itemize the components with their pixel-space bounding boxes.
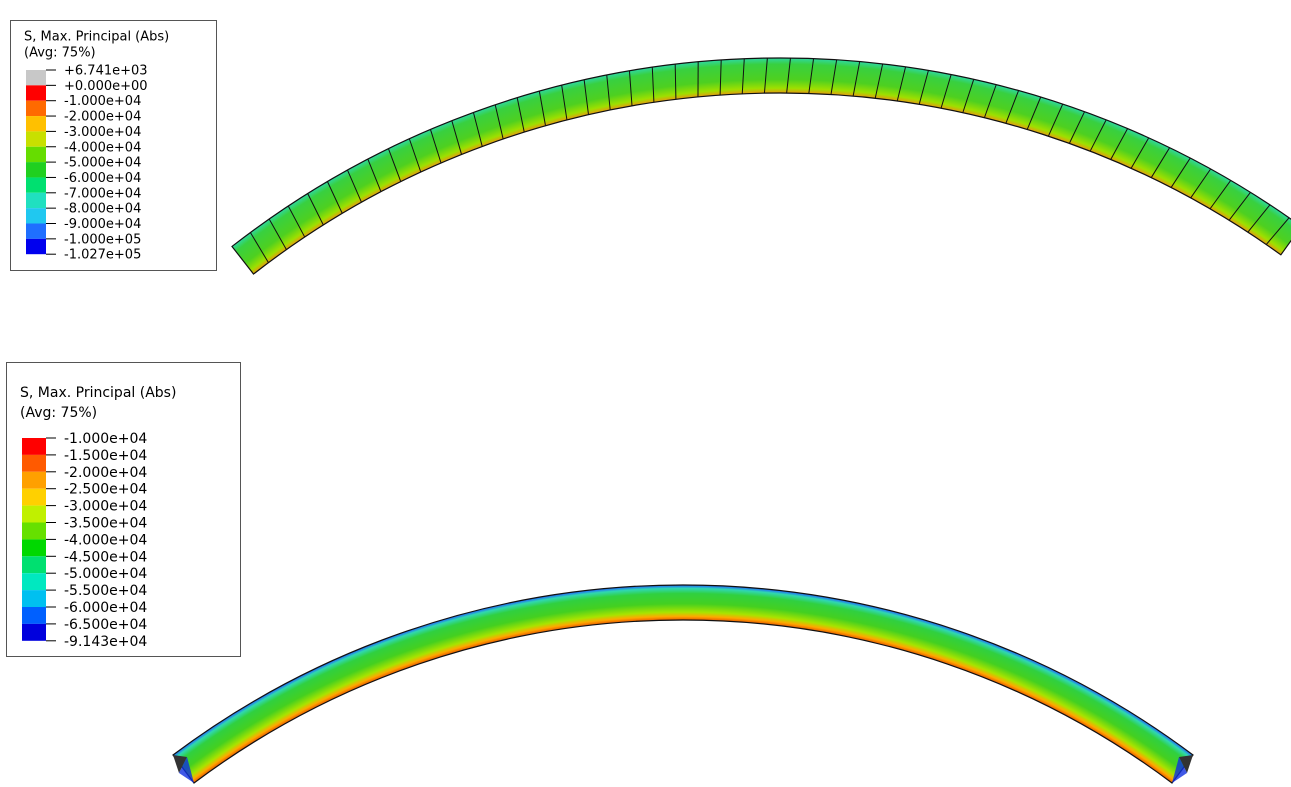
legend-label: -9.143e+04 xyxy=(64,634,147,650)
legend-subtitle: (Avg: 75%) xyxy=(20,405,97,421)
legend-label: -1.000e+04 xyxy=(64,431,147,447)
legend-swatch xyxy=(22,556,46,573)
legend-swatch xyxy=(26,224,46,239)
legend-label: -6.000e+04 xyxy=(64,171,141,186)
legend-label: +6.741e+03 xyxy=(64,64,148,79)
legend-swatch xyxy=(22,539,46,556)
legend-label: -1.500e+04 xyxy=(64,448,147,464)
legend-label: -7.000e+04 xyxy=(64,186,141,201)
legend-label: -4.500e+04 xyxy=(64,549,147,565)
legend-swatch xyxy=(26,147,46,162)
model-view xyxy=(173,58,1291,783)
legend-subtitle: (Avg: 75%) xyxy=(24,46,96,61)
legend-label: -1.000e+04 xyxy=(64,94,141,109)
legend-label: -5.000e+04 xyxy=(64,566,147,582)
legend-swatch xyxy=(22,624,46,641)
legend-swatch xyxy=(22,590,46,607)
legend-label: -2.500e+04 xyxy=(64,482,147,498)
legend-swatch xyxy=(22,523,46,540)
legend-label: -3.500e+04 xyxy=(64,516,147,532)
legend-label: -1.000e+05 xyxy=(64,232,141,247)
legend: S, Max. Principal (Abs) (Avg: 75%) -1.00… xyxy=(7,363,241,657)
legend-swatch xyxy=(26,101,46,116)
legend-label: -4.000e+04 xyxy=(64,532,147,548)
legend-swatch xyxy=(26,177,46,192)
legend-label: -9.000e+04 xyxy=(64,217,141,232)
legend-swatch xyxy=(22,438,46,455)
legend-label: -3.000e+04 xyxy=(64,125,141,140)
legend-swatch xyxy=(22,506,46,523)
legend-label: -2.000e+04 xyxy=(64,110,141,125)
legend-label: -4.000e+04 xyxy=(64,140,141,155)
legend-label: -3.000e+04 xyxy=(64,499,147,515)
legend-swatch xyxy=(26,70,46,85)
legend-label: -5.000e+04 xyxy=(64,156,141,171)
legend-swatch xyxy=(22,573,46,590)
legend-title: S, Max. Principal (Abs) xyxy=(24,30,169,45)
legend: S, Max. Principal (Abs) (Avg: 75%) +6.74… xyxy=(11,21,217,271)
legend-swatch xyxy=(26,131,46,146)
legend-label: -6.000e+04 xyxy=(64,600,147,616)
legend-label: -6.500e+04 xyxy=(64,617,147,633)
legend-swatch xyxy=(26,85,46,100)
legend-swatch xyxy=(26,193,46,208)
legend-swatch xyxy=(22,455,46,472)
legend-title: S, Max. Principal (Abs) xyxy=(20,385,176,401)
smooth-arch xyxy=(173,585,1193,783)
screenshot: S, Max. Principal (Abs) (Avg: 75%) +6.74… xyxy=(0,0,1291,787)
legend-label: -8.000e+04 xyxy=(64,202,141,217)
legend-label: +0.000e+00 xyxy=(64,79,148,94)
legend-swatch xyxy=(26,162,46,177)
legend-swatch xyxy=(22,607,46,624)
legend-swatch xyxy=(22,489,46,506)
legend-swatch xyxy=(26,239,46,254)
legend-swatch xyxy=(26,116,46,131)
legend-swatch xyxy=(26,208,46,223)
legend-swatch xyxy=(22,472,46,489)
legend-label: -5.500e+04 xyxy=(64,583,147,599)
legend-label: -2.000e+04 xyxy=(64,465,147,481)
legend-label: -1.027e+05 xyxy=(64,248,141,263)
